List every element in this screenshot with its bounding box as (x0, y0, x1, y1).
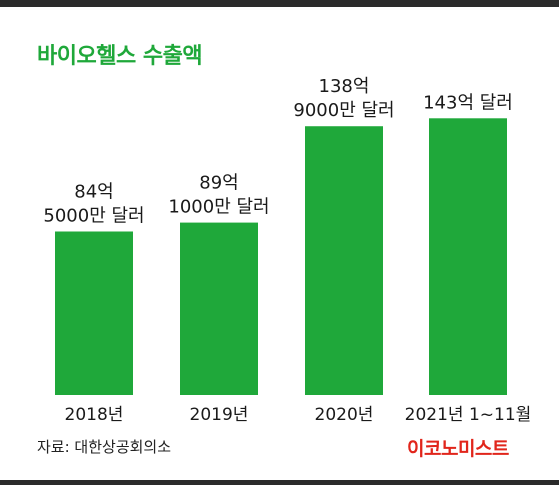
category-label-2: 2020년 (315, 405, 374, 425)
data-label-0-0: 84억 (74, 181, 113, 202)
source-note: 자료: 대한상공회의소 (37, 438, 172, 456)
category-label-1: 2019년 (190, 405, 249, 425)
category-label-3: 2021년 1~11월 (405, 405, 532, 425)
bar-2 (305, 126, 383, 395)
data-label-0-1: 5000만 달러 (43, 205, 144, 226)
top-border (0, 0, 559, 7)
bar-1 (180, 222, 258, 395)
bar-0 (55, 231, 133, 395)
bar-3 (429, 118, 507, 396)
data-label-2-1: 9000만 달러 (293, 100, 394, 121)
chart-title: 바이오헬스 수출액 (37, 44, 203, 69)
data-label-1-0: 89억 (199, 173, 238, 194)
data-label-1-1: 1000만 달러 (168, 197, 269, 218)
publisher-logo: 이코노미스트 (407, 438, 509, 460)
category-label-0: 2018년 (65, 405, 124, 425)
data-label-3-0: 143억 달러 (423, 92, 513, 113)
bottom-border (0, 480, 559, 485)
data-label-2-0: 138억 (319, 76, 370, 97)
